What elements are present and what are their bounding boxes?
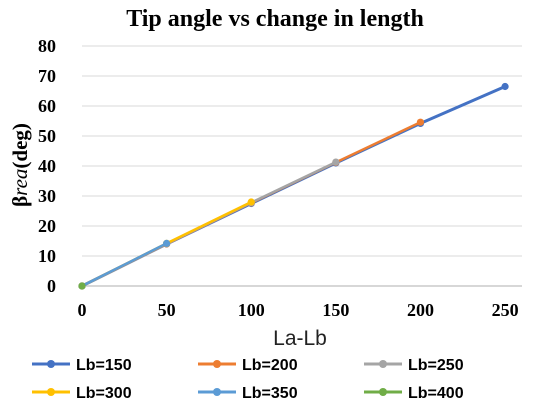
series-layer xyxy=(78,82,509,290)
series-line xyxy=(81,242,168,288)
legend-label: Lb=250 xyxy=(408,357,464,374)
y-tick-label: 10 xyxy=(38,246,56,266)
y-tick-label: 60 xyxy=(38,96,56,116)
x-tick-label: 50 xyxy=(158,300,176,320)
legend-swatch-marker xyxy=(47,388,55,396)
legend: Lb=150 Lb=200 Lb=250 Lb=300 Lb=350 Lb=400 xyxy=(32,357,464,402)
legend-item: Lb=150 xyxy=(32,357,132,374)
legend-swatch-marker xyxy=(379,360,387,368)
y-tick-labels: 0 10 20 30 40 50 60 70 80 xyxy=(38,36,56,296)
legend-item: Lb=250 xyxy=(364,357,464,374)
legend-swatch-marker xyxy=(213,388,221,396)
legend-label: Lb=150 xyxy=(76,357,132,374)
x-axis-label: La-Lb xyxy=(273,327,327,350)
data-point xyxy=(501,82,509,91)
series-lb-400 xyxy=(78,282,86,290)
y-tick-label: 70 xyxy=(38,66,56,86)
legend-label: Lb=350 xyxy=(242,385,298,402)
y-axis-label: βrea(deg) xyxy=(8,123,32,207)
legend-label: Lb=200 xyxy=(242,357,298,374)
grid-layer xyxy=(82,45,522,257)
legend-swatch-marker xyxy=(213,360,221,368)
y-tick-label: 20 xyxy=(38,216,56,236)
x-tick-labels: 0 50 100 150 200 250 xyxy=(78,300,519,320)
data-point xyxy=(416,118,425,126)
legend-label: Lb=300 xyxy=(76,385,132,402)
x-tick-label: 200 xyxy=(407,300,434,320)
y-tick-label: 80 xyxy=(38,36,56,56)
y-axis-label-italic: rea xyxy=(8,169,32,196)
y-tick-label: 0 xyxy=(47,276,56,296)
data-point xyxy=(78,282,86,290)
data-point xyxy=(247,198,255,206)
series-lb-350 xyxy=(78,239,171,290)
legend-label: Lb=400 xyxy=(408,385,464,402)
y-axis-label-prefix: β xyxy=(8,196,32,207)
legend-item: Lb=300 xyxy=(32,385,132,402)
legend-item: Lb=400 xyxy=(364,385,464,402)
x-tick-label: 150 xyxy=(322,300,349,320)
y-tick-label: 40 xyxy=(38,156,56,176)
series-lb-150 xyxy=(78,82,509,290)
legend-item: Lb=350 xyxy=(198,385,298,402)
legend-swatch-marker xyxy=(379,388,387,396)
chart-title: Tip angle vs change in length xyxy=(126,6,424,32)
x-tick-label: 250 xyxy=(492,300,519,320)
legend-swatch-marker xyxy=(47,360,55,368)
x-tick-label: 100 xyxy=(238,300,265,320)
data-point xyxy=(163,239,171,247)
y-tick-label: 30 xyxy=(38,186,56,206)
y-axis-label-suffix: (deg) xyxy=(8,123,32,169)
legend-item: Lb=200 xyxy=(198,357,298,374)
data-point xyxy=(332,158,340,166)
y-tick-label: 50 xyxy=(38,126,56,146)
x-tick-label: 0 xyxy=(78,300,87,320)
